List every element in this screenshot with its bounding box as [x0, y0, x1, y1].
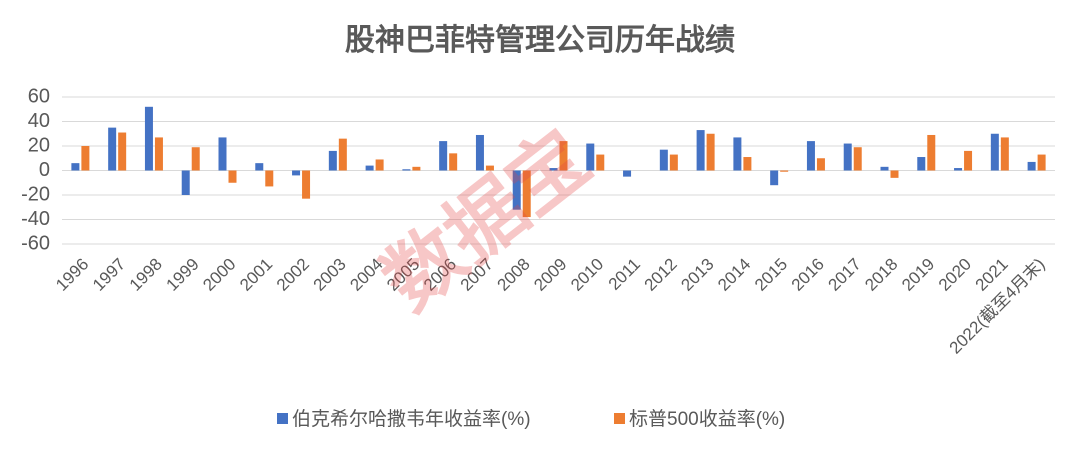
bar	[449, 153, 458, 171]
x-tick-label: 2003	[310, 255, 350, 295]
legend-swatch	[614, 413, 625, 424]
bar	[954, 168, 963, 171]
bar	[890, 170, 899, 178]
bar	[1027, 161, 1036, 171]
bar	[108, 127, 117, 171]
bar	[853, 147, 862, 171]
bar	[191, 147, 200, 171]
bar	[265, 170, 274, 187]
bar	[144, 106, 153, 171]
bar	[118, 132, 127, 171]
y-tick-label: 0	[39, 159, 50, 181]
chart-title: 股神巴菲特管理公司历年战绩	[345, 24, 735, 57]
bar	[365, 165, 374, 171]
y-tick-label: 60	[28, 85, 50, 107]
x-tick-label: 2020	[935, 255, 975, 295]
bar	[1037, 154, 1046, 171]
x-tick-label: 2013	[677, 255, 717, 295]
bar	[1000, 137, 1009, 171]
bar	[81, 146, 90, 171]
bar	[181, 170, 190, 195]
bar	[623, 170, 632, 177]
y-tick-label: -20	[21, 183, 50, 205]
bar	[522, 170, 531, 218]
legend-label: 伯克希尔哈撒韦年收益率(%)	[292, 408, 531, 430]
bar	[71, 163, 80, 171]
bar	[880, 166, 889, 171]
bar	[927, 134, 936, 171]
x-tick-label: 2010	[567, 255, 607, 295]
bar	[328, 150, 337, 171]
x-tick-label: 1997	[89, 255, 129, 295]
bar	[816, 158, 825, 171]
bar	[228, 170, 237, 183]
bar	[255, 163, 264, 171]
bar	[559, 141, 568, 171]
bar	[412, 166, 421, 171]
bar	[669, 154, 678, 171]
y-tick-label: -60	[21, 232, 50, 254]
y-tick-label: 20	[28, 134, 50, 156]
x-tick-label: 1999	[163, 255, 203, 295]
bar	[806, 141, 815, 171]
x-tick-label: 2012	[641, 255, 681, 295]
bar	[375, 159, 384, 171]
bar	[990, 133, 999, 171]
x-tick-label: 2014	[714, 255, 754, 295]
bar	[843, 143, 852, 171]
x-tick-label: 2000	[199, 255, 239, 295]
bar	[780, 170, 789, 172]
bar	[917, 157, 926, 171]
bar	[964, 150, 973, 171]
bar	[733, 137, 742, 171]
x-tick-label: 1998	[126, 255, 166, 295]
x-tick-label: 2017	[825, 255, 865, 295]
bar	[659, 149, 668, 171]
bar	[218, 137, 227, 171]
bar	[154, 137, 163, 171]
bar	[338, 138, 347, 171]
x-tick-label: 2011	[605, 255, 644, 294]
bar	[439, 141, 448, 171]
x-tick-label: 2018	[861, 255, 901, 295]
bar	[475, 134, 484, 171]
y-tick-label: 40	[28, 110, 50, 132]
bar	[596, 154, 605, 171]
legend-swatch	[277, 413, 288, 424]
bar	[586, 143, 595, 171]
legend-label: 标普500收益率(%)	[629, 408, 785, 430]
x-tick-label: 2016	[788, 255, 828, 295]
bar	[302, 170, 311, 199]
x-tick-label: 1996	[52, 255, 92, 295]
bar	[743, 157, 752, 171]
x-tick-label: 2002	[273, 255, 313, 295]
x-tick-label: 2015	[751, 255, 791, 295]
bar	[485, 165, 494, 171]
bar	[706, 133, 715, 171]
bar	[512, 170, 521, 210]
bar	[770, 170, 779, 186]
x-tick-label: 2019	[898, 255, 938, 295]
x-tick-label: 2001	[236, 255, 276, 295]
bar	[696, 130, 705, 171]
bar	[292, 170, 301, 176]
y-tick-label: -40	[21, 208, 50, 230]
bar	[549, 168, 558, 171]
bar	[402, 169, 411, 171]
x-tick-label: 2009	[530, 255, 570, 295]
